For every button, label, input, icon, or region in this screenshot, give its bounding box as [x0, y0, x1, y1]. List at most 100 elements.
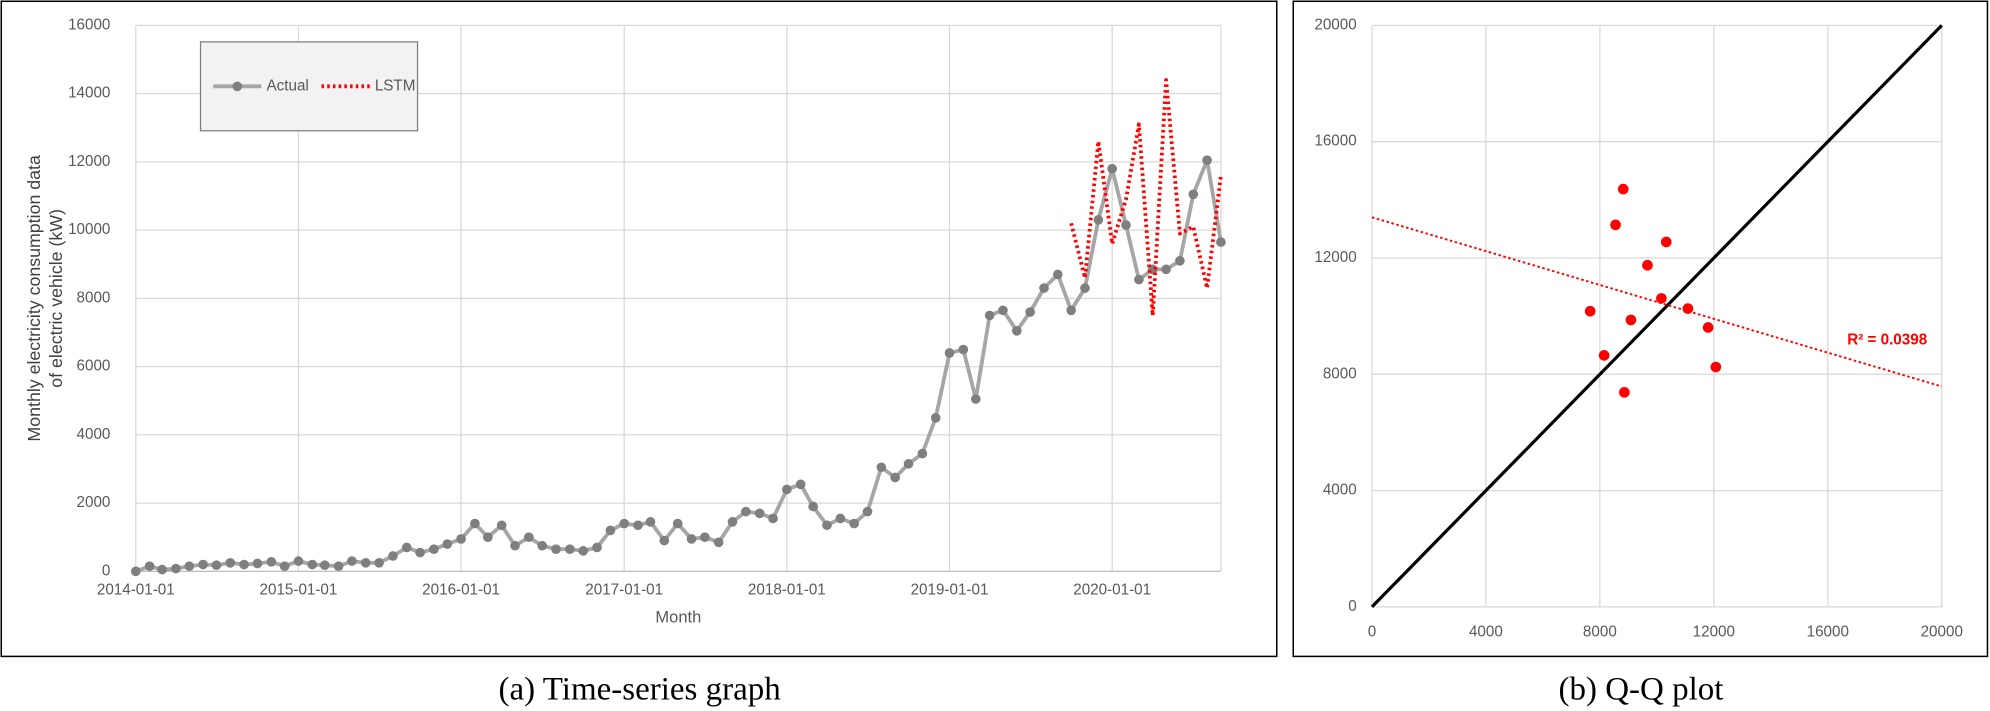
y-tick-label: 2000 [77, 494, 111, 511]
y-tick-label: 12000 [1314, 249, 1356, 266]
data-point [930, 412, 941, 423]
data-point [970, 394, 981, 404]
x-tick-label: 2017-01-01 [585, 581, 663, 598]
data-point [388, 551, 398, 561]
data-point [307, 559, 318, 570]
data-point [998, 305, 1008, 316]
y-tick-label: 14000 [68, 85, 110, 102]
data-point [374, 557, 384, 568]
data-point [537, 540, 548, 551]
data-point [1011, 325, 1022, 336]
data-point [1161, 264, 1171, 275]
data-point [347, 556, 357, 566]
data-point [144, 561, 155, 572]
data-point [171, 563, 181, 574]
data-point [1202, 155, 1212, 165]
legend-label: LSTM [375, 77, 416, 94]
data-point [198, 559, 208, 570]
data-point [1107, 163, 1117, 174]
data-point [890, 472, 900, 483]
data-point [1216, 237, 1226, 247]
data-point [917, 448, 928, 459]
data-point [592, 542, 602, 553]
x-tick-label: 12000 [1693, 623, 1735, 640]
data-point [333, 561, 344, 572]
x-tick-label: 2019-01-01 [911, 581, 989, 598]
series-line [1069, 78, 1223, 318]
data-point [1093, 215, 1104, 225]
data-point [645, 517, 656, 527]
data-point [184, 561, 195, 572]
data-point [551, 544, 561, 554]
data-point [1702, 322, 1714, 333]
x-axis-title: Month [655, 609, 701, 627]
x-tick-label: 8000 [1583, 623, 1617, 640]
data-point [727, 517, 738, 527]
data-point [578, 546, 589, 556]
y-tick-label: 12000 [68, 153, 110, 170]
y-tick-label: 16000 [68, 16, 110, 33]
caption: (a) Time-series graph [499, 672, 782, 708]
data-point [1584, 305, 1596, 317]
data-point [524, 532, 534, 543]
y-tick-label: 10000 [68, 221, 110, 238]
x-tick-label: 4000 [1469, 623, 1503, 640]
legend-label: Actual [267, 77, 309, 94]
data-point [1625, 314, 1637, 326]
data-point [1175, 256, 1185, 266]
data-point [211, 560, 222, 571]
y-tick-label: 0 [102, 562, 110, 579]
y-tick-label: 4000 [1323, 482, 1357, 499]
data-point [1642, 259, 1653, 271]
identity-line [1370, 24, 1943, 609]
legend-marker [232, 81, 243, 92]
y-axis-title: Monthly electricity consumption data [24, 155, 44, 442]
data-point [279, 561, 290, 572]
data-point [619, 518, 630, 529]
data-point [958, 344, 969, 355]
panel-frame [1292, 0, 1989, 658]
data-point [1121, 220, 1131, 230]
data-point [401, 542, 412, 553]
data-point [360, 557, 371, 568]
data-point [252, 558, 263, 569]
data-point [1039, 283, 1049, 293]
data-point [944, 348, 955, 358]
data-point [835, 513, 846, 524]
data-point [429, 544, 439, 554]
data-point [239, 559, 249, 570]
y-axis-title: of electric vehicle (kW) [46, 209, 66, 388]
y-tick-label: 16000 [1314, 133, 1356, 150]
y-tick-label: 8000 [1323, 365, 1357, 382]
data-point [565, 544, 575, 554]
annotation: R² = 0.0398 [1847, 331, 1927, 348]
data-point [293, 556, 304, 566]
data-point [903, 459, 914, 469]
data-point [862, 506, 873, 517]
data-point [1710, 361, 1722, 373]
data-point [633, 520, 643, 531]
y-tick-label: 8000 [77, 289, 111, 306]
data-point [130, 566, 141, 577]
data-point [1066, 305, 1076, 316]
data-point [754, 508, 765, 519]
data-point [319, 560, 330, 571]
x-tick-label: 2015-01-01 [260, 581, 338, 598]
data-point [157, 564, 167, 575]
data-point [984, 310, 995, 321]
data-point [510, 540, 520, 551]
data-point [1610, 219, 1621, 231]
data-point [225, 557, 236, 568]
data-point [822, 520, 832, 531]
x-tick-label: 2018-01-01 [748, 581, 826, 598]
data-point [713, 537, 724, 548]
y-tick-label: 4000 [77, 426, 111, 443]
x-tick-label: 2014-01-01 [97, 581, 175, 598]
data-point [442, 539, 453, 549]
x-tick-label: 2020-01-01 [1073, 581, 1151, 598]
data-point [470, 518, 480, 529]
data-point [741, 506, 751, 517]
data-point [795, 479, 806, 490]
data-point [849, 518, 859, 529]
